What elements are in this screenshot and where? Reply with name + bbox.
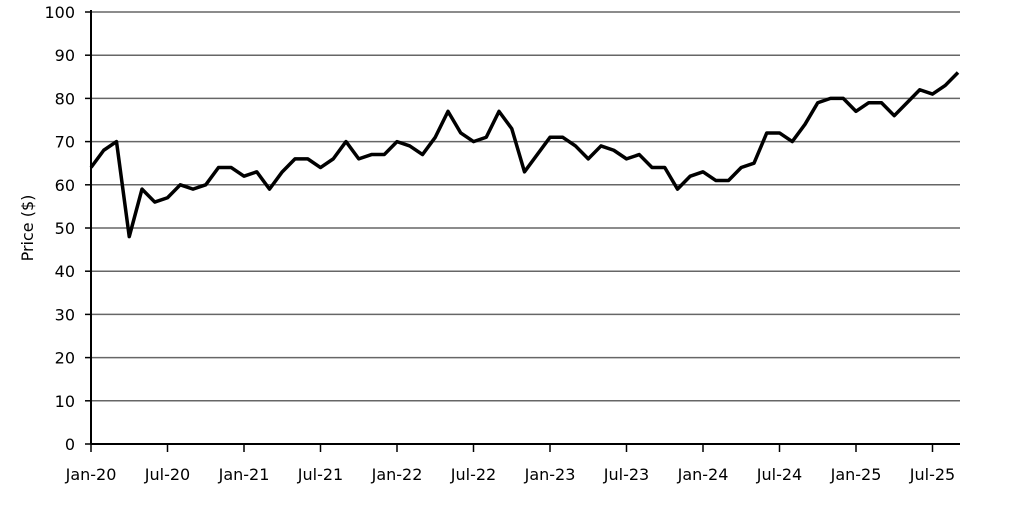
y-tick-label: 50 [55,219,75,238]
y-tick-label: 10 [55,392,75,411]
y-tick-label: 20 [55,349,75,368]
y-tick-label: 100 [44,3,75,22]
x-tick-label: Jul-23 [603,465,649,484]
x-tick-label: Jul-21 [297,465,343,484]
x-tick-label: Jan-23 [524,465,576,484]
y-tick-label: 30 [55,305,75,324]
x-tick-label: Jan-22 [371,465,423,484]
x-tick-label: Jan-24 [677,465,729,484]
x-tick-label: Jul-22 [450,465,496,484]
y-tick-label: 40 [55,262,75,281]
y-tick-label: 60 [55,176,75,195]
x-tick-label: Jan-25 [830,465,882,484]
x-tick-label: Jan-21 [218,465,270,484]
x-tick-label: Jan-20 [65,465,117,484]
x-tick-label: Jul-24 [756,465,802,484]
x-tick-label: Jul-25 [909,465,955,484]
x-tick-label: Jul-20 [144,465,190,484]
y-tick-label: 0 [65,435,75,454]
y-tick-label: 70 [55,133,75,152]
y-axis-label: Price ($) [18,195,37,262]
y-tick-label: 90 [55,46,75,65]
y-tick-label: 80 [55,89,75,108]
price-line [89,71,960,239]
